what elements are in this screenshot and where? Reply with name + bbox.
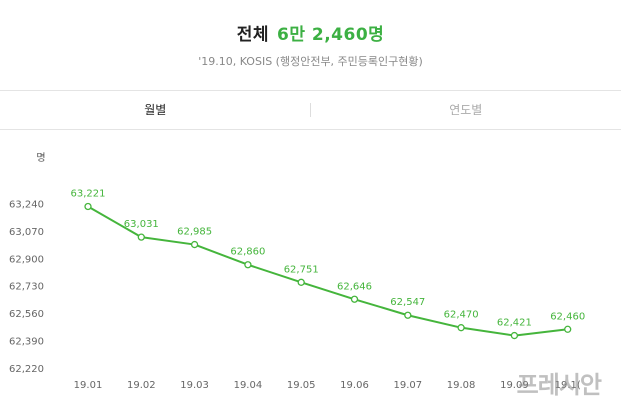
x-tick-label: 19.1( — [555, 380, 581, 391]
x-tick-label: 19.08 — [447, 380, 476, 391]
data-label: 62,646 — [337, 281, 372, 292]
line-chart-svg: 명 63,240 63,070 62,900 62,730 62,560 62,390 62,… — [9, 152, 585, 391]
y-tick-label: 62,390 — [9, 337, 44, 348]
watermark-logo: 프레시안 — [516, 371, 602, 399]
y-tick-label: 62,900 — [9, 254, 44, 265]
total-population: 전체 6만 2,460명 — [0, 20, 621, 45]
x-tick-label: 19.09 — [500, 380, 529, 391]
data-point — [84, 202, 92, 211]
data-label: 62,751 — [284, 264, 319, 275]
data-label: 62,460 — [550, 311, 585, 322]
y-tick-label: 63,240 — [9, 199, 44, 210]
series-line — [87, 205, 568, 337]
x-tick-label: 19.04 — [234, 380, 263, 391]
data-point — [244, 261, 252, 269]
data-source: '19.10, KOSIS (행정안전부, 주민등록인구현황) — [198, 55, 423, 68]
x-tick-label: 19.01 — [74, 380, 103, 391]
x-tick-label: 19.06 — [340, 380, 369, 391]
data-label: 62,860 — [230, 247, 265, 258]
data-label: 62,421 — [497, 318, 532, 329]
data-label: 63,031 — [124, 219, 159, 230]
x-tick-label: 19.07 — [393, 380, 422, 391]
x-tick-label: 19.05 — [287, 380, 316, 391]
data-label: 62,547 — [390, 297, 425, 308]
x-tick-label: 19.02 — [127, 380, 156, 391]
tab-monthly[interactable]: 월별 — [144, 103, 167, 117]
data-point — [190, 240, 199, 249]
population-chart: 명 63,240 63,070 62,900 62,730 62,560 62,390 62,… — [0, 131, 621, 416]
y-tick-label: 62,560 — [9, 309, 44, 320]
tab-yearly[interactable]: 연도별 — [449, 103, 483, 117]
data-point — [457, 324, 465, 332]
y-tick-label: 63,070 — [9, 227, 44, 238]
data-point — [404, 311, 412, 319]
total-label: 전체 — [236, 25, 269, 45]
tab-divider — [310, 103, 311, 117]
data-point — [137, 233, 145, 241]
y-unit-label: 명 — [36, 152, 45, 164]
data-label: 62,470 — [444, 310, 479, 321]
data-label: 62,985 — [177, 227, 212, 238]
period-tabs: 월별 연도별 — [0, 90, 621, 130]
summary-header: 전체 6만 2,460명 '19.10, KOSIS (행정안전부, 주민등록인구… — [0, 0, 621, 90]
total-value: 6만 2,460명 — [276, 25, 385, 45]
data-point — [510, 331, 519, 340]
data-label: 63,221 — [71, 188, 106, 199]
x-tick-label: 19.03 — [180, 380, 209, 391]
data-point — [564, 325, 572, 333]
data-point — [350, 295, 359, 303]
data-point — [297, 278, 305, 286]
y-tick-label: 62,730 — [9, 282, 44, 293]
y-tick-label: 62,220 — [9, 364, 44, 375]
